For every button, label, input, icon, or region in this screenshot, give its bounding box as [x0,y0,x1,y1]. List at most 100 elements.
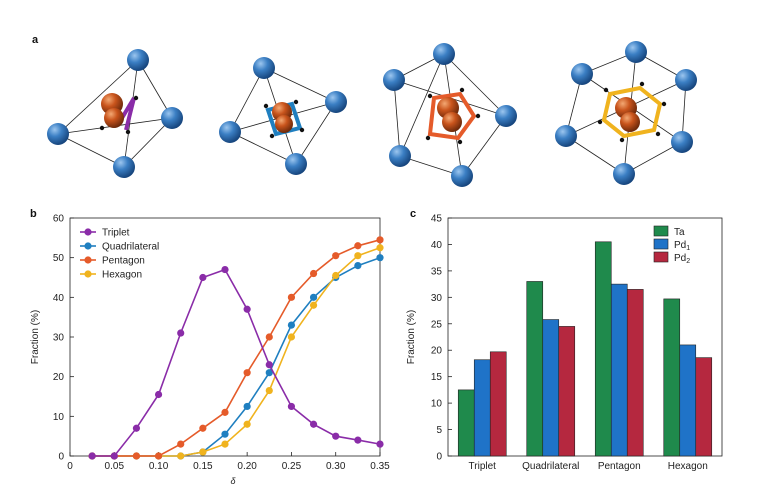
legend-label: Pd1 [674,240,690,252]
structure-illustrations [47,41,697,187]
data-point-triplet [332,432,340,440]
y-tick-label: 20 [53,372,65,383]
data-point-pentagon [132,452,141,460]
data-point-pentagon [221,408,229,416]
data-point-hexagon [177,452,185,460]
data-point-hexagon [265,386,273,395]
legend-label: Pd2 [674,253,690,265]
y-tick-label: 30 [53,333,65,344]
data-point-pentagon [309,269,318,278]
legend-swatch [653,238,669,250]
data-point-triplet [88,452,96,460]
data-point-hexagon [154,452,163,460]
data-point-pentagon [154,452,163,460]
legend-marker [84,228,92,236]
data-point-pentagon [199,424,207,432]
y-tick-label: 15 [431,372,443,383]
data-point-triplet [221,265,229,274]
data-point-quadrilateral [132,452,141,460]
legend-marker [84,270,92,278]
data-point-hexagon [110,452,118,460]
x-tick-label: 0.25 [282,461,302,472]
structure-quadrilateral [219,57,347,175]
data-point-quadrilateral [354,262,362,270]
data-point-hexagon [88,452,96,460]
bar-pd2 [558,326,576,457]
data-point-triplet [265,361,273,369]
data-point-triplet [154,390,163,399]
data-point-triplet [110,452,118,460]
bar-pd2 [489,351,507,457]
y-tick-label: 50 [53,253,65,264]
y-tick-label: 45 [431,214,443,225]
y-tick-label: 20 [431,346,443,357]
category-label: Pentagon [598,461,641,472]
data-point-pentagon [265,333,273,341]
y-tick-label: 0 [436,452,442,463]
plot-frame [447,217,723,457]
data-point-quadrilateral [88,452,96,460]
bar-pd1 [679,344,697,457]
x-tick-label: 0.10 [149,461,169,472]
data-point-hexagon [332,271,340,280]
legend-label: Triplet [102,228,130,239]
data-point-triplet [132,424,141,432]
data-point-quadrilateral [265,369,273,377]
data-point-quadrilateral [287,321,296,329]
data-point-triplet [177,329,185,337]
data-point-triplet [287,402,296,411]
x-tick-label: 0.35 [370,461,390,472]
data-point-pentagon [177,440,185,448]
x-tick-label: 0.20 [237,461,257,472]
category-label: Quadrilateral [522,461,579,472]
y-tick-label: 30 [431,293,443,304]
y-tick-label: 25 [431,319,443,330]
series-line-pentagon [92,239,381,457]
series-line-quadrilateral [92,256,381,457]
panel-label-b: b [30,208,37,220]
legend-marker [84,242,92,250]
panel-label-c: c [410,208,417,220]
series-line-hexagon [92,247,381,457]
bar-ta [457,389,475,457]
legend-subscript: 1 [686,245,690,252]
structure-hexagon [555,41,697,185]
legend-marker [84,256,92,264]
bar-pd1 [473,359,491,457]
data-point-quadrilateral [154,452,163,460]
legend-subscript: 2 [686,258,690,265]
data-point-quadrilateral [332,273,340,282]
legend-label: Quadrilateral [102,242,159,253]
data-point-quadrilateral [376,254,384,262]
panel-label-a: a [32,34,39,46]
bar-pd2 [626,289,644,457]
data-point-quadrilateral [243,402,251,411]
data-point-pentagon [376,236,384,244]
data-point-triplet [309,420,318,428]
x-tick-label: 0.05 [105,461,125,472]
y-tick-label: 0 [58,452,64,463]
y-axis-label: Fraction (%) [406,310,417,364]
structure-triplet [47,49,183,178]
data-point-hexagon [287,333,296,341]
data-point-quadrilateral [309,293,318,301]
y-tick-label: 5 [436,425,442,436]
bar-pd1 [610,283,628,457]
legend-swatch [653,225,669,237]
data-point-quadrilateral [199,448,207,456]
category-label: Triplet [469,461,497,472]
plot-frame [69,217,381,457]
x-axis-label: δ [230,476,236,486]
data-point-pentagon [287,293,296,301]
bar-ta [594,241,612,457]
data-point-triplet [376,440,384,448]
data-point-quadrilateral [221,430,229,438]
y-tick-label: 10 [53,412,65,423]
data-point-triplet [354,436,362,444]
legend-label: Pentagon [102,256,145,267]
legend-swatch [653,251,669,263]
y-tick-label: 40 [53,293,65,304]
data-point-pentagon [243,369,251,377]
data-point-hexagon [376,244,384,252]
data-point-pentagon [110,452,118,460]
